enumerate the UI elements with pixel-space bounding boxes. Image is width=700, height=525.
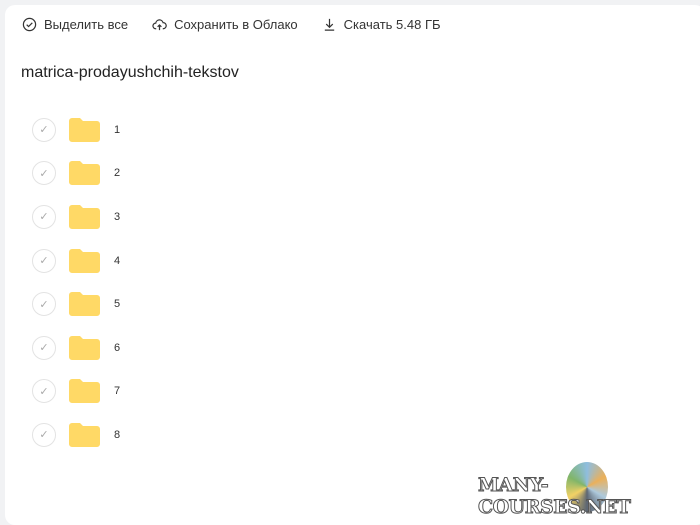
cloud-upload-icon	[152, 18, 167, 30]
check-icon: ✓	[39, 124, 49, 137]
row-checkbox[interactable]: ✓	[32, 204, 56, 229]
folder-row[interactable]: ✓ 4	[32, 239, 120, 283]
folder-icon	[69, 379, 100, 404]
row-checkbox[interactable]: ✓	[32, 292, 56, 317]
select-all-button[interactable]: Выделить все	[22, 14, 128, 34]
select-all-label: Выделить все	[44, 16, 129, 32]
file-list: ✓ 1 ✓ 2 ✓ 3 ✓ 4 ✓ 5 ✓ 6 ✓ 7 ✓ 8	[32, 108, 120, 457]
check-icon: ✓	[39, 429, 49, 442]
folder-icon	[69, 161, 100, 186]
folder-icon	[69, 204, 100, 229]
folder-name[interactable]: 6	[114, 341, 121, 354]
folder-title: matrica-prodayushchih-tekstov	[21, 64, 239, 81]
save-to-cloud-label: Сохранить в Облако	[174, 16, 298, 32]
folder-row[interactable]: ✓ 7	[32, 370, 120, 414]
download-label: Скачать 5.48 ГБ	[343, 16, 441, 32]
watermark-text: MANY-COURSES.NET	[478, 474, 632, 519]
check-icon: ✓	[39, 298, 49, 311]
check-icon: ✓	[39, 342, 49, 355]
folder-name[interactable]: 2	[114, 167, 121, 180]
check-circle-icon	[22, 17, 37, 31]
check-icon: ✓	[39, 255, 49, 268]
save-to-cloud-button[interactable]: Сохранить в Облако	[152, 14, 298, 34]
check-icon: ✓	[39, 167, 49, 180]
folder-name[interactable]: 4	[114, 254, 121, 267]
folder-icon	[69, 335, 100, 360]
folder-row[interactable]: ✓ 3	[32, 195, 120, 239]
toolbar: Выделить все Сохранить в Облако Скачать …	[22, 14, 441, 34]
folder-row[interactable]: ✓ 8	[32, 413, 120, 457]
globe-logo-icon	[566, 462, 608, 512]
row-checkbox[interactable]: ✓	[32, 379, 56, 404]
folder-name[interactable]: 8	[114, 428, 121, 441]
folder-row[interactable]: ✓ 1	[32, 108, 120, 152]
download-button[interactable]: Скачать 5.48 ГБ	[322, 14, 441, 34]
folder-icon	[69, 117, 100, 142]
row-checkbox[interactable]: ✓	[32, 161, 56, 186]
file-panel	[5, 5, 700, 525]
row-checkbox[interactable]: ✓	[32, 422, 56, 447]
row-checkbox[interactable]: ✓	[32, 248, 56, 273]
folder-name[interactable]: 5	[114, 298, 121, 311]
row-checkbox[interactable]: ✓	[32, 117, 56, 142]
folder-icon	[69, 248, 100, 273]
folder-row[interactable]: ✓ 6	[32, 326, 120, 370]
folder-row[interactable]: ✓ 5	[32, 282, 120, 326]
row-checkbox[interactable]: ✓	[32, 335, 56, 360]
check-icon: ✓	[39, 385, 49, 398]
download-icon	[324, 18, 334, 31]
check-icon: ✓	[39, 211, 49, 224]
folder-name[interactable]: 3	[114, 210, 121, 223]
folder-name[interactable]: 7	[114, 385, 121, 398]
folder-name[interactable]: 1	[114, 123, 121, 136]
folder-icon	[69, 422, 100, 447]
watermark-logo: MANY-COURSES.NET	[478, 462, 693, 519]
folder-icon	[69, 292, 100, 317]
folder-row[interactable]: ✓ 2	[32, 152, 120, 196]
